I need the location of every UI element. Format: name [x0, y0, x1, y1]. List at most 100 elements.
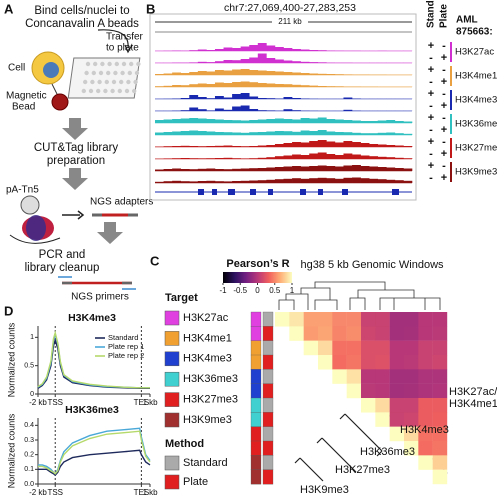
well	[93, 61, 98, 67]
heat-cell	[418, 426, 433, 442]
panel-label: C	[150, 253, 160, 268]
down-arrow	[62, 168, 88, 190]
signal-bar	[292, 72, 301, 75]
signal-bar	[283, 119, 293, 123]
signal-bar	[309, 62, 319, 63]
signal-bar	[343, 132, 353, 135]
sign: +	[441, 100, 447, 112]
signal-bar	[403, 133, 413, 135]
pa-tn5	[20, 195, 40, 215]
heat-cell	[432, 441, 448, 456]
method-strip	[262, 440, 274, 456]
signal-bar	[394, 168, 404, 171]
signal-bar	[206, 131, 216, 135]
signal-bar	[172, 85, 181, 87]
signal-bar	[214, 96, 224, 99]
well	[126, 79, 131, 85]
signal-bar	[197, 131, 207, 135]
heat-cell	[404, 312, 419, 327]
signal-bar	[283, 84, 293, 87]
chart-title: H3K36me3	[65, 404, 119, 416]
signal-bar	[326, 154, 336, 159]
signal-bar	[300, 142, 310, 147]
well	[110, 88, 115, 94]
signal-bar	[189, 146, 199, 147]
line	[37, 330, 150, 389]
signal-bar	[266, 179, 276, 183]
signal-bar	[197, 146, 207, 147]
signal-bar	[274, 179, 284, 183]
signal-bar	[214, 61, 224, 63]
target-strip	[250, 354, 262, 370]
signal-bar	[189, 62, 199, 63]
signal-bar	[394, 121, 404, 123]
step-text: PCR and	[39, 249, 86, 261]
signal-bar	[163, 119, 173, 123]
signal-bar	[283, 109, 293, 111]
heat-cell	[418, 455, 433, 470]
well	[132, 88, 137, 94]
x-tick-label: TSS	[47, 398, 63, 407]
signal-bar	[197, 109, 207, 111]
signal-bar	[377, 120, 387, 123]
signal-bar	[317, 62, 327, 63]
target-strip	[250, 397, 262, 413]
legend-swatch	[164, 455, 180, 471]
cluster-label: H3K27me3	[335, 464, 390, 476]
well	[121, 61, 127, 67]
signal-bar	[249, 180, 259, 183]
signal-bar	[223, 157, 233, 159]
heat-cell	[418, 383, 433, 399]
heat-cell	[361, 383, 376, 399]
signal-bar	[257, 53, 267, 63]
signal-bar	[163, 158, 173, 159]
note: Bead	[12, 102, 35, 113]
signal-bar	[257, 132, 267, 135]
signal-bar	[223, 132, 233, 135]
heat-cell	[318, 326, 333, 341]
heat-cell	[346, 369, 362, 384]
y-tick-label: 1	[30, 334, 34, 341]
signal-bar	[360, 143, 370, 147]
well	[129, 61, 134, 67]
signal-bar	[326, 131, 336, 135]
heat-cell	[346, 383, 362, 399]
signal-bar	[283, 131, 293, 135]
signal-bar	[155, 120, 164, 123]
legend-label: H3K36me3	[183, 373, 238, 385]
signal-bar	[206, 71, 216, 75]
heat-cell	[404, 326, 419, 341]
target-strip	[250, 383, 262, 399]
well	[83, 79, 88, 85]
heat-cell	[418, 312, 433, 327]
well	[88, 88, 94, 94]
heat-cell	[418, 326, 433, 341]
heat-cell	[389, 369, 405, 384]
signal-bar	[274, 144, 284, 147]
sign: -	[442, 64, 446, 76]
signal-bar	[172, 119, 181, 123]
x-tick-label: 1 kb	[142, 488, 158, 497]
signal-bar	[274, 131, 284, 135]
signal-bar	[223, 47, 233, 51]
signal-bar	[223, 181, 233, 183]
heat-cell	[318, 340, 333, 356]
heat-cell	[432, 455, 448, 470]
signal-bar	[334, 119, 344, 123]
signal-bar	[189, 158, 199, 159]
signal-bar	[223, 83, 233, 87]
well	[107, 61, 112, 67]
colorbar	[223, 272, 292, 283]
signal-bar	[232, 60, 241, 63]
signal-bar	[317, 152, 327, 159]
signal-bar	[360, 121, 370, 123]
signal-bar	[223, 169, 233, 171]
signal-bar	[369, 178, 379, 183]
signal-bar	[240, 158, 250, 159]
legend-label: H3K27ac	[183, 312, 229, 324]
signal-bar	[266, 58, 276, 63]
signal-bar	[326, 178, 336, 183]
heat-cell	[389, 426, 405, 442]
signal-bar	[377, 179, 387, 183]
signal-bar	[292, 142, 301, 147]
